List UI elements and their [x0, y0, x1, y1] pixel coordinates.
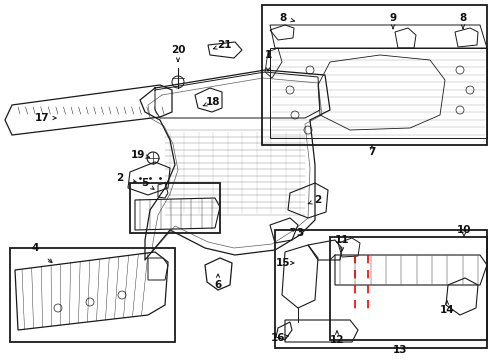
Text: 9: 9	[388, 13, 396, 23]
Bar	[130, 183, 220, 233]
Text: 18: 18	[205, 97, 220, 107]
Text: 5: 5	[141, 178, 148, 188]
Text: 7: 7	[367, 147, 375, 157]
Text: 17: 17	[35, 113, 49, 123]
Bar	[329, 237, 486, 340]
Bar	[262, 5, 486, 145]
Text: 8: 8	[458, 13, 466, 23]
Text: 12: 12	[329, 335, 344, 345]
Text: 19: 19	[131, 150, 145, 160]
Text: 4: 4	[31, 243, 39, 253]
Text: 10: 10	[456, 225, 470, 235]
Bar	[274, 230, 486, 348]
Text: 13: 13	[392, 345, 407, 355]
Text: 1: 1	[264, 50, 271, 60]
Text: 21: 21	[216, 40, 231, 50]
Bar	[10, 248, 175, 342]
Text: 15: 15	[275, 258, 290, 268]
Text: 2: 2	[314, 195, 321, 205]
Text: 20: 20	[170, 45, 185, 55]
Text: 14: 14	[439, 305, 453, 315]
Text: 16: 16	[270, 333, 285, 343]
Text: 2: 2	[116, 173, 123, 183]
Text: 3: 3	[296, 228, 303, 238]
Text: 11: 11	[334, 235, 348, 245]
Text: 8: 8	[279, 13, 286, 23]
Text: 6: 6	[214, 280, 221, 290]
